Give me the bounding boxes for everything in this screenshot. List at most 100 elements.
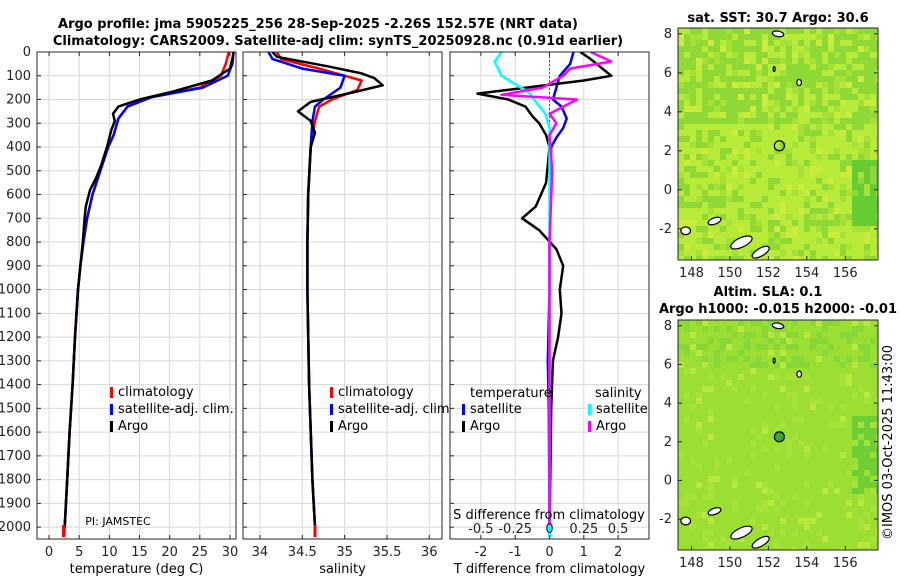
map-pixel: [852, 28, 858, 34]
map-pixel: [744, 64, 750, 70]
map-pixel: [870, 58, 876, 64]
map-pixel: [846, 470, 852, 476]
map-pixel: [708, 136, 714, 142]
map-pixel: [750, 118, 756, 124]
y-tick-label: 600: [6, 188, 31, 203]
map-pixel: [822, 488, 828, 494]
map-pixel: [822, 46, 828, 52]
map-pixel: [822, 226, 828, 232]
map-pixel: [696, 106, 702, 112]
map-pixel: [720, 64, 726, 70]
map-pixel: [732, 172, 738, 178]
map-pixel: [732, 58, 738, 64]
map-pixel: [726, 166, 732, 172]
map-pixel: [822, 338, 828, 344]
map-pixel: [798, 64, 804, 70]
map-pixel: [684, 82, 690, 88]
map-pixel: [720, 154, 726, 160]
island-coastline: [771, 322, 785, 330]
map-pixel: [864, 416, 870, 422]
map-pixel: [738, 64, 744, 70]
map-pixel: [876, 344, 878, 350]
map-pixel: [708, 130, 714, 136]
imos-watermark: ©IMOS 03-Oct-2025 11:43:00: [881, 345, 896, 540]
sla-map-panel: 8 6 4 2 0 -2 148 150 152 154 156 Altim. SLA: 0.1 Arg…: [659, 285, 897, 571]
map-pixel: [732, 148, 738, 154]
map-pixel: [858, 428, 864, 434]
map-pixel: [738, 350, 744, 356]
map-pixel: [768, 238, 774, 244]
map-pixel: [726, 256, 732, 260]
x-tick-label: 150: [718, 556, 743, 571]
map-pixel: [756, 52, 762, 58]
map-pixel: [846, 256, 852, 260]
map-pixel: [708, 208, 714, 214]
map-pixel: [726, 344, 732, 350]
map-pixel: [792, 160, 798, 166]
map-pixel: [822, 214, 828, 220]
map-pixel: [768, 208, 774, 214]
map-pixel: [678, 106, 684, 112]
map-pixel: [870, 178, 876, 184]
map-pixel: [762, 46, 768, 52]
map-pixel: [864, 208, 870, 214]
map-pixel: [858, 202, 864, 208]
series-line-argo: [63, 52, 235, 528]
map-pixel: [870, 160, 876, 166]
map-pixel: [708, 184, 714, 190]
x-tick-label: 148: [679, 266, 704, 281]
map-pixel: [726, 196, 732, 202]
map-pixel: [762, 422, 768, 428]
map-pixel: [828, 202, 834, 208]
map-pixel: [846, 190, 852, 196]
map-pixel: [720, 28, 726, 34]
y-tick-label: 200: [6, 93, 31, 108]
map-pixel: [792, 232, 798, 238]
map-pixel: [840, 422, 846, 428]
map-pixel: [696, 350, 702, 356]
map-pixel: [876, 220, 878, 226]
map-pixel: [804, 542, 810, 548]
map-pixel: [702, 76, 708, 82]
map-pixel: [738, 166, 744, 172]
map-pixel: [870, 362, 876, 368]
map-pixel: [708, 46, 714, 52]
map-pixel: [852, 428, 858, 434]
map-pixel: [684, 220, 690, 226]
map-pixel: [726, 88, 732, 94]
y-tick-label: 800: [6, 235, 31, 250]
map-pixel: [702, 58, 708, 64]
map-pixel: [762, 52, 768, 58]
map-pixel: [714, 100, 720, 106]
map-pixel: [792, 190, 798, 196]
map-pixel: [708, 58, 714, 64]
map-pixel: [792, 52, 798, 58]
map-pixel: [714, 28, 720, 34]
map-pixel: [774, 76, 780, 82]
map-pixel: [804, 220, 810, 226]
map-pixel: [744, 28, 750, 34]
map-pixel: [792, 142, 798, 148]
map-pixel: [858, 88, 864, 94]
map-pixel: [744, 154, 750, 160]
map-pixel: [762, 488, 768, 494]
map-pixel: [870, 202, 876, 208]
map-pixel: [702, 512, 708, 518]
map-pixel: [708, 196, 714, 202]
map-pixel: [762, 482, 768, 488]
map-pixel: [798, 166, 804, 172]
map-pixel: [822, 196, 828, 202]
map-pixel: [732, 166, 738, 172]
map-pixel: [756, 40, 762, 46]
map-pixel: [726, 58, 732, 64]
map-pixel: [846, 64, 852, 70]
map-pixel: [786, 112, 792, 118]
island-coastline: [772, 65, 776, 73]
map-pixel: [852, 320, 858, 326]
map-pixel: [810, 398, 816, 404]
map-pixel: [762, 70, 768, 76]
map-pixel: [780, 202, 786, 208]
map-pixel: [684, 190, 690, 196]
map-pixel: [678, 64, 684, 70]
map-pixel: [726, 40, 732, 46]
